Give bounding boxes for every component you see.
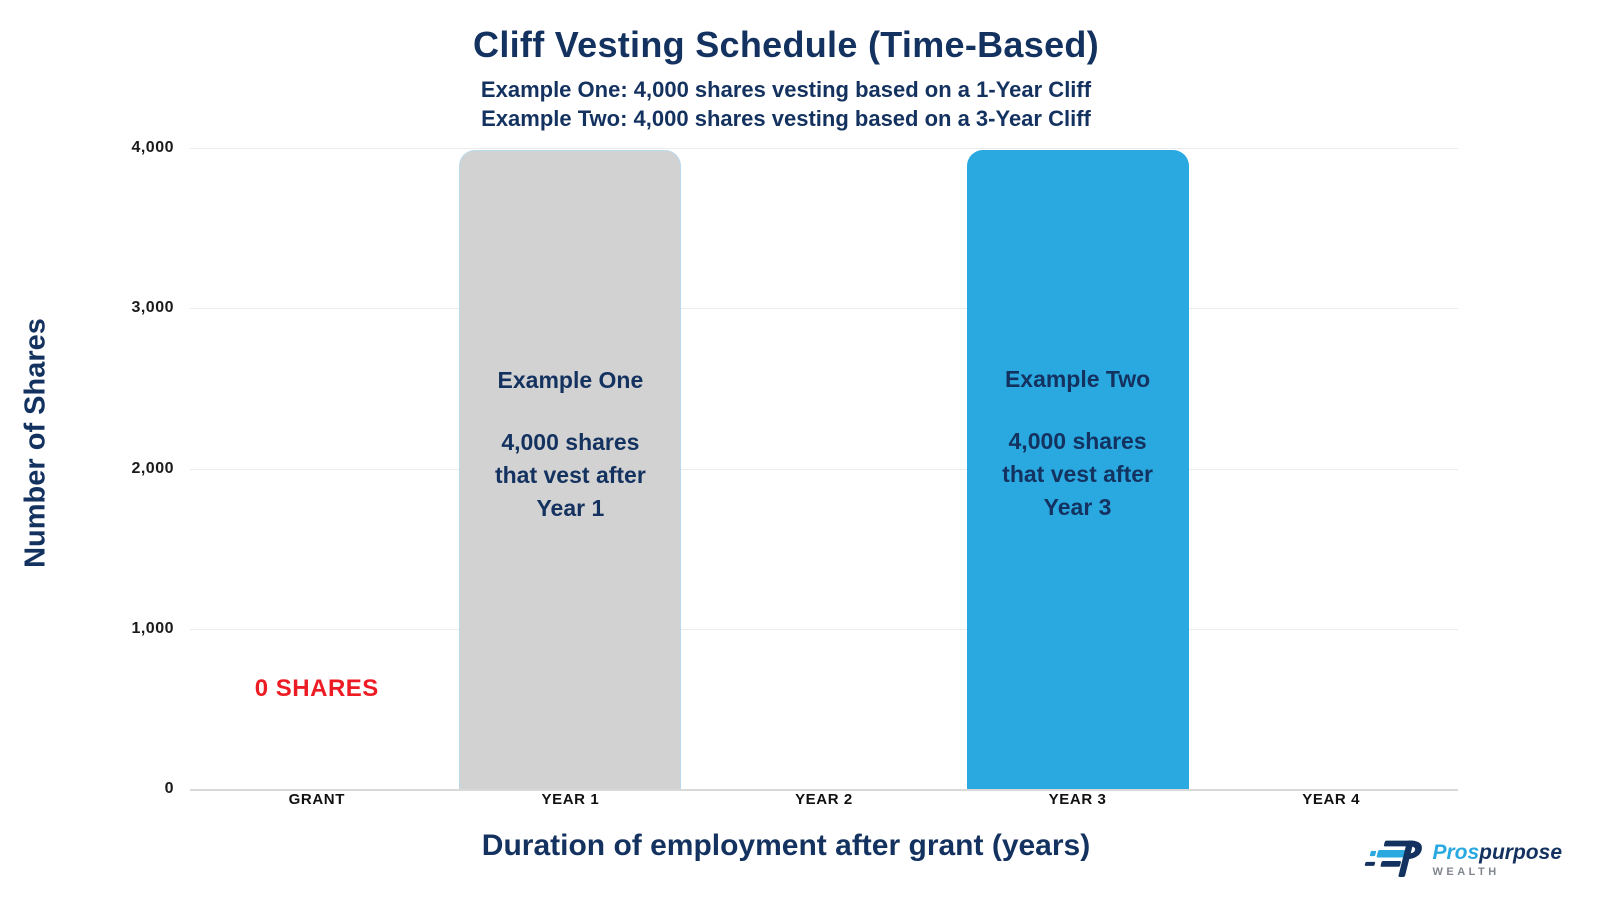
chart-subtitle-line1: Example One: 4,000 shares vesting based … <box>480 77 1092 102</box>
category-columns: 0 SHARES Example One 4,000 shares that v… <box>190 148 1458 789</box>
y-tick-0: 0 <box>164 780 174 797</box>
bar-example-one: Example One 4,000 shares that vest after… <box>459 150 682 789</box>
logo-tagline: WEALTH <box>1432 866 1500 878</box>
column-grant: 0 SHARES <box>190 148 444 789</box>
y-tick-1000: 1,000 <box>131 619 174 637</box>
bar-example-two-title: Example Two <box>1004 366 1151 392</box>
x-axis-category-labels: GRANT YEAR 1 YEAR 2 YEAR 3 YEAR 4 <box>190 791 1458 808</box>
bar-example-one-title: Example One <box>497 367 644 393</box>
zero-shares-annotation: 0 SHARES <box>254 675 379 702</box>
column-year2 <box>697 148 951 789</box>
chart-subtitle-line2: Example Two: 4,000 shares vesting based … <box>481 106 1091 131</box>
bar-example-two-body: 4,000 shares that vest after Year 3 <box>1002 428 1153 520</box>
column-year1: Example One 4,000 shares that vest after… <box>444 148 698 789</box>
x-label-year2: YEAR 2 <box>795 791 853 808</box>
prospurpose-logo-text: Prospurpose WEALTH <box>1432 841 1562 879</box>
prospurpose-logo-icon <box>1364 836 1426 884</box>
x-label-grant: GRANT <box>288 791 345 808</box>
plot-area: 0 SHARES Example One 4,000 shares that v… <box>190 148 1458 791</box>
gridline-3000 <box>190 308 1458 310</box>
y-tick-4000: 4,000 <box>131 139 174 156</box>
bar-example-one-text: Example One 4,000 shares that vest after… <box>460 151 680 525</box>
y-tick-3000: 3,000 <box>131 299 174 317</box>
logo-brand-rest: purpose <box>1479 841 1562 864</box>
gridline-1000 <box>190 628 1458 630</box>
x-label-year1: YEAR 1 <box>541 791 600 808</box>
prospurpose-logo: Prospurpose WEALTH <box>1364 836 1562 884</box>
x-label-year4: YEAR 4 <box>1302 791 1361 808</box>
column-year3: Example Two 4,000 shares that vest after… <box>951 148 1205 789</box>
x-label-year3: YEAR 3 <box>1048 791 1107 808</box>
column-year4 <box>1204 148 1458 789</box>
gridline-2000 <box>190 468 1458 470</box>
bar-example-two-text: Example Two 4,000 shares that vest after… <box>967 150 1189 524</box>
logo-brand-first: Pros <box>1432 841 1480 864</box>
prospurpose-logo-brand: Prospurpose <box>1432 841 1562 864</box>
x-axis-title: Duration of employment after grant (year… <box>481 829 1091 862</box>
bar-example-two: Example Two 4,000 shares that vest after… <box>966 150 1189 789</box>
chart-header: Cliff Vesting Schedule (Time-Based) Exam… <box>0 0 1572 133</box>
y-axis-tick-labels: 4,000 3,000 2,000 1,000 0 <box>0 139 182 797</box>
y-tick-2000: 2,000 <box>131 459 174 477</box>
chart-title: Cliff Vesting Schedule (Time-Based) <box>473 24 1099 65</box>
gridline-4000 <box>190 148 1458 149</box>
bar-example-one-body: 4,000 shares that vest after Year 1 <box>494 429 646 521</box>
